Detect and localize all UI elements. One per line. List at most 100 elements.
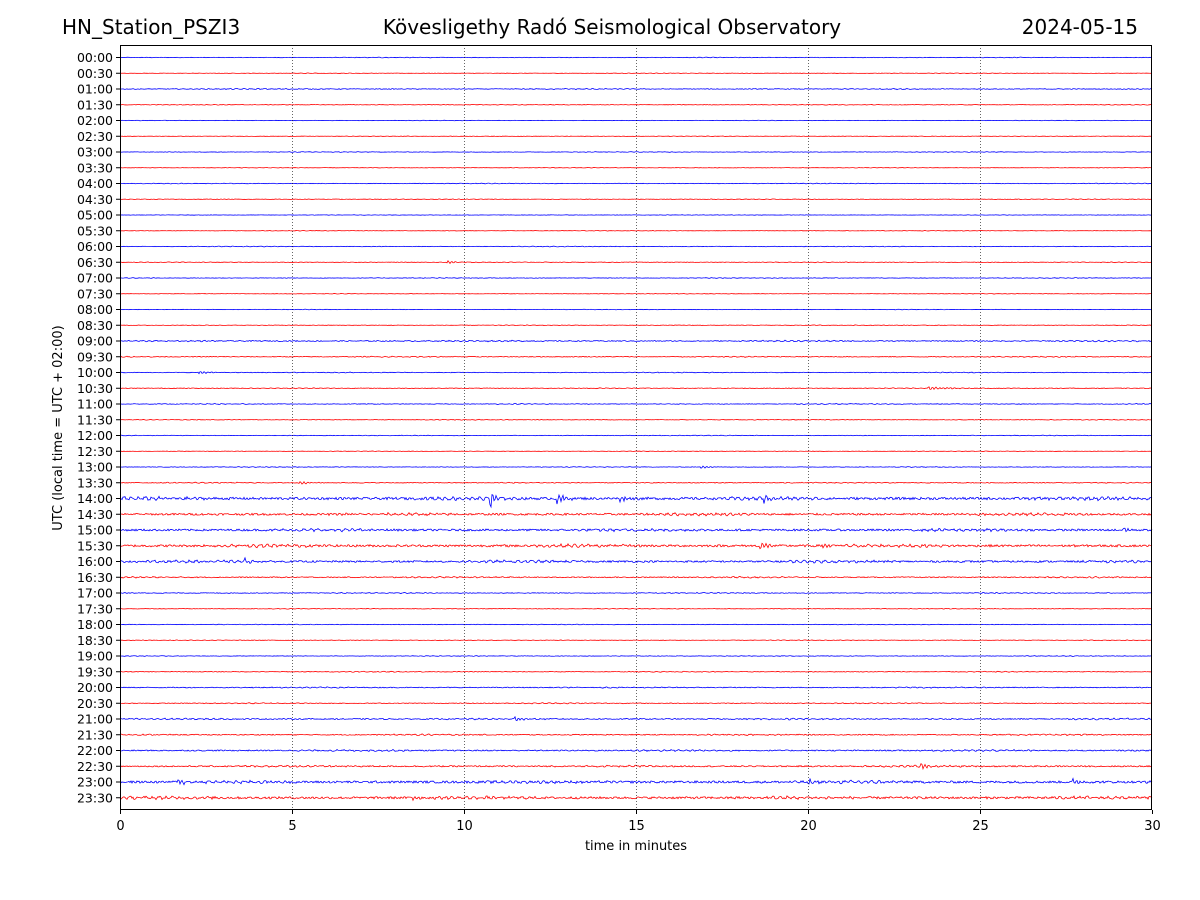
y-tick-label-1500: 15:00 [77, 523, 113, 538]
trace-0000 [119, 56, 1153, 59]
trace-1400 [119, 493, 1153, 509]
y-tick-label-0900: 09:00 [77, 334, 113, 349]
y-tick-label-1430: 14:30 [77, 507, 113, 522]
trace-1830 [119, 639, 1153, 642]
y-tick-label-1030: 10:30 [77, 381, 113, 396]
trace-1800 [119, 623, 1153, 626]
trace-1630 [119, 575, 1153, 579]
y-tick-label-1800: 18:00 [77, 617, 113, 632]
y-tick-label-1130: 11:30 [77, 412, 113, 427]
trace-1700 [119, 591, 1153, 595]
trace-0430 [119, 198, 1153, 201]
trace-1330 [119, 480, 1153, 485]
trace-1530 [119, 542, 1153, 550]
y-tick-label-1330: 13:30 [77, 475, 113, 490]
y-tick-label-2330: 23:30 [77, 790, 113, 805]
station-name: HN_Station_PSZI3 [62, 15, 241, 39]
y-tick-label-1700: 17:00 [77, 586, 113, 601]
trace-0600 [119, 245, 1153, 248]
trace-0700 [119, 277, 1153, 279]
y-tick-label-1600: 16:00 [77, 554, 113, 569]
trace-1200 [119, 434, 1153, 437]
trace-1430 [119, 511, 1153, 517]
y-tick-label-0930: 09:30 [77, 349, 113, 364]
trace-2300 [119, 777, 1153, 786]
trace-0500 [119, 214, 1153, 216]
trace-1900 [119, 655, 1152, 657]
y-tick-label-0700: 07:00 [77, 271, 113, 286]
trace-2030 [119, 702, 1152, 705]
trace-0200 [120, 119, 1153, 122]
y-tick-label-0400: 04:00 [77, 176, 113, 191]
trace-0100 [119, 87, 1153, 91]
y-tick-label-2200: 22:00 [77, 743, 113, 758]
grid-group [292, 45, 981, 810]
trace-0400 [119, 182, 1153, 185]
y-tick-label-0430: 04:30 [77, 192, 113, 207]
trace-1730 [119, 607, 1153, 610]
y-tick-label-0100: 01:00 [77, 82, 113, 97]
trace-0530 [119, 230, 1153, 232]
trace-2230 [119, 762, 1153, 771]
trace-1300 [119, 465, 1153, 469]
trace-2100 [119, 715, 1153, 722]
y-tick-label-1230: 12:30 [77, 444, 113, 459]
trace-0130 [119, 103, 1153, 106]
y-tick-label-0230: 02:30 [77, 129, 113, 144]
y-axis-label: UTC (local time = UTC + 02:00) [51, 325, 66, 530]
y-tick-label-0630: 06:30 [77, 255, 113, 270]
x-tick-label-5: 5 [288, 819, 296, 834]
trace-1030 [119, 386, 1153, 391]
y-tick-label-1300: 13:00 [77, 460, 113, 475]
x-axis-label: time in minutes [585, 839, 687, 854]
chart-date: 2024-05-15 [1021, 15, 1138, 39]
trace-2200 [119, 748, 1153, 753]
y-tick-label-2300: 23:00 [77, 775, 113, 790]
y-tick-label-0730: 07:30 [77, 286, 113, 301]
trace-0730 [119, 293, 1153, 295]
y-tick-label-1830: 18:30 [77, 633, 113, 648]
trace-1130 [119, 418, 1153, 421]
y-tick-label-0200: 02:00 [77, 113, 113, 128]
y-tick-label-2130: 21:30 [77, 727, 113, 742]
trace-0800 [119, 308, 1153, 311]
y-tick-label-1200: 12:00 [77, 428, 113, 443]
trace-1500 [119, 527, 1153, 533]
y-tick-label-0830: 08:30 [77, 318, 113, 333]
trace-1000 [119, 371, 1153, 375]
y-tick-label-1630: 16:30 [77, 570, 113, 585]
x-tick-label-25: 25 [972, 819, 989, 834]
trace-2330 [119, 795, 1153, 802]
plot-frame [120, 45, 1152, 810]
x-tick-label-20: 20 [800, 819, 817, 834]
y-tick-label-1730: 17:30 [77, 601, 113, 616]
trace-0330 [119, 167, 1153, 169]
trace-0300 [119, 151, 1153, 153]
x-tick-group: 0 5 10 15 20 25 30 [116, 810, 1161, 834]
trace-group [119, 56, 1153, 802]
y-tick-label-0300: 03:00 [77, 145, 113, 160]
trace-0900 [119, 339, 1153, 343]
y-tick-label-2030: 20:30 [77, 696, 113, 711]
y-tick-label-1100: 11:00 [77, 397, 113, 412]
y-tick-group: 00:0000:3001:0001:3002:0002:3003:0003:30… [77, 50, 120, 805]
y-tick-label-2230: 22:30 [77, 759, 113, 774]
trace-1930 [119, 670, 1153, 673]
y-tick-label-2000: 20:00 [77, 680, 113, 695]
trace-1230 [119, 450, 1153, 452]
trace-0030 [119, 72, 1153, 74]
x-tick-label-15: 15 [628, 819, 645, 834]
trace-1100 [119, 403, 1153, 405]
y-tick-label-0030: 00:30 [77, 66, 113, 81]
y-tick-label-1530: 15:30 [77, 538, 113, 553]
x-tick-label-0: 0 [116, 819, 124, 834]
trace-2130 [119, 733, 1153, 737]
y-tick-label-1900: 19:00 [77, 649, 113, 664]
y-tick-label-0130: 01:30 [77, 97, 113, 112]
chart-title: Kövesligethy Radó Seismological Observat… [382, 15, 842, 39]
y-tick-label-2100: 21:00 [77, 712, 113, 727]
trace-0630 [119, 260, 1153, 265]
y-tick-label-0600: 06:00 [77, 239, 113, 254]
y-tick-label-1930: 19:30 [77, 664, 113, 679]
y-tick-label-0800: 08:00 [77, 302, 113, 317]
